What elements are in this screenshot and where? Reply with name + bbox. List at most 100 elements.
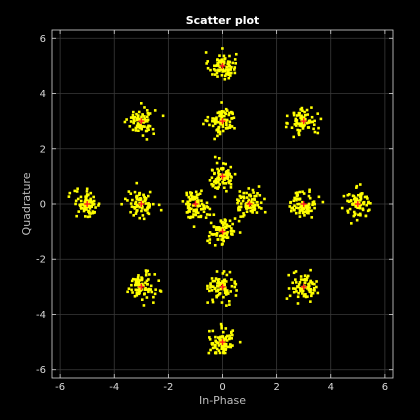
received-point bbox=[185, 193, 189, 197]
received-point bbox=[135, 283, 139, 287]
received-point bbox=[233, 58, 237, 61]
received-point bbox=[237, 219, 241, 223]
received-point bbox=[365, 203, 368, 207]
received-point bbox=[285, 114, 289, 118]
received-point bbox=[307, 284, 311, 288]
received-point bbox=[308, 206, 311, 209]
received-point bbox=[224, 176, 228, 179]
received-point bbox=[355, 186, 358, 189]
received-point bbox=[309, 300, 312, 303]
received-point bbox=[204, 216, 208, 219]
received-point bbox=[319, 117, 323, 121]
received-point bbox=[304, 295, 308, 299]
received-point bbox=[227, 65, 231, 68]
received-point bbox=[227, 73, 230, 77]
received-point bbox=[316, 291, 320, 295]
received-point bbox=[227, 63, 231, 66]
received-point bbox=[301, 211, 305, 215]
reference-point bbox=[219, 173, 226, 180]
received-point bbox=[151, 202, 155, 206]
received-point bbox=[218, 178, 221, 181]
received-point bbox=[233, 172, 237, 176]
received-point bbox=[357, 201, 361, 205]
received-point bbox=[217, 278, 221, 281]
received-point bbox=[294, 119, 297, 123]
received-point bbox=[245, 191, 248, 195]
received-point bbox=[215, 270, 219, 273]
received-point bbox=[301, 190, 304, 194]
received-point bbox=[217, 125, 221, 129]
received-point bbox=[298, 202, 301, 206]
received-point bbox=[149, 284, 153, 288]
received-point bbox=[222, 110, 225, 113]
received-point bbox=[239, 196, 243, 199]
received-point bbox=[213, 117, 217, 120]
received-point bbox=[131, 291, 134, 294]
received-point bbox=[230, 278, 233, 281]
received-point bbox=[294, 117, 298, 121]
received-point bbox=[79, 204, 82, 208]
received-point bbox=[208, 241, 212, 245]
received-point bbox=[224, 293, 228, 296]
received-point bbox=[237, 208, 240, 212]
received-point bbox=[132, 110, 135, 114]
received-point bbox=[134, 202, 137, 206]
received-point bbox=[207, 234, 211, 238]
grid-layer bbox=[52, 30, 393, 378]
received-point bbox=[228, 120, 232, 124]
received-point bbox=[350, 222, 353, 225]
received-point bbox=[142, 284, 145, 288]
received-point bbox=[247, 187, 251, 190]
received-point bbox=[245, 210, 249, 214]
received-point bbox=[251, 188, 255, 192]
received-point bbox=[217, 120, 220, 124]
received-point bbox=[224, 225, 227, 229]
received-point bbox=[313, 282, 316, 286]
received-point bbox=[228, 219, 232, 223]
received-point bbox=[215, 116, 218, 120]
received-point bbox=[141, 200, 144, 204]
received-point bbox=[199, 215, 203, 219]
received-point bbox=[132, 121, 135, 125]
received-point bbox=[130, 279, 134, 283]
received-point bbox=[215, 161, 219, 165]
received-point bbox=[140, 127, 143, 131]
received-point bbox=[152, 301, 155, 304]
received-point bbox=[138, 117, 142, 121]
received-point bbox=[248, 193, 251, 197]
received-point bbox=[230, 111, 234, 115]
received-point bbox=[221, 129, 225, 133]
received-point bbox=[154, 288, 157, 291]
received-point bbox=[297, 291, 300, 295]
received-point bbox=[295, 124, 298, 127]
received-point bbox=[257, 185, 261, 188]
received-point bbox=[217, 226, 221, 229]
received-point bbox=[197, 201, 200, 205]
received-point bbox=[145, 115, 149, 119]
received-point bbox=[219, 122, 222, 126]
received-point bbox=[312, 123, 316, 127]
received-point bbox=[222, 61, 226, 65]
received-point bbox=[300, 207, 304, 211]
received-point bbox=[222, 60, 226, 63]
received-point bbox=[239, 205, 243, 209]
received-point bbox=[153, 273, 157, 276]
received-point bbox=[230, 284, 234, 288]
received-point bbox=[221, 63, 225, 66]
received-point bbox=[124, 197, 127, 201]
received-point bbox=[213, 195, 217, 199]
received-point bbox=[206, 60, 210, 63]
received-point bbox=[236, 201, 239, 205]
received-point bbox=[129, 120, 133, 123]
received-point bbox=[129, 202, 133, 205]
received-point bbox=[142, 193, 145, 197]
received-point bbox=[292, 135, 296, 139]
received-point bbox=[148, 124, 152, 128]
reference-point bbox=[219, 62, 226, 69]
received-point bbox=[146, 282, 149, 286]
received-point bbox=[192, 209, 195, 213]
received-point bbox=[347, 200, 351, 203]
ticks-layer: -6 -4 -2 0 2 4 6 -6 -4 -2 0 2 4 6 bbox=[36, 30, 393, 393]
received-point bbox=[231, 233, 234, 236]
